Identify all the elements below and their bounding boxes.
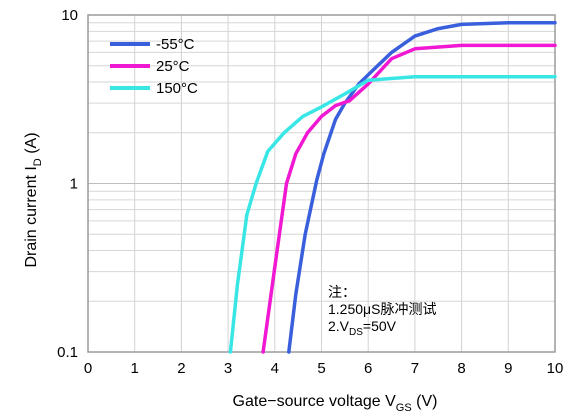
x-tick-label: 3 [224, 360, 232, 377]
note-line-2: 2.VDS=50V [328, 318, 397, 338]
x-tick-label: 7 [411, 360, 419, 377]
x-tick-label: 0 [84, 360, 92, 377]
x-tick-label: 2 [177, 360, 185, 377]
x-tick-label: 10 [547, 360, 564, 377]
y-tick-label: 1 [70, 176, 78, 193]
y-axis-label: Drain current ID (A) [23, 132, 44, 267]
x-tick-label: 9 [504, 360, 512, 377]
y-tick-label: 10 [61, 7, 78, 24]
x-tick-label: 8 [457, 360, 465, 377]
plot-frame [87, 14, 556, 353]
note-line-1: 1.250μS脉冲测试 [328, 301, 437, 317]
tick-labels: 0 1 2 3 4 5 6 7 8 9 10 10 1 0.1 [57, 7, 563, 377]
test-conditions-note: 注： 1.250μS脉冲测试 2.VDS=50V [328, 284, 436, 341]
series-line [228, 75, 557, 354]
grid [88, 15, 555, 352]
y-tick-label: 0.1 [57, 344, 78, 361]
legend: -55°C 25°C 150°C [110, 36, 198, 97]
x-axis-label: Gate−source voltage VGS (V) [233, 393, 438, 414]
x-tick-label: 1 [131, 360, 139, 377]
legend-entry: 150°C [156, 80, 198, 97]
series-line [261, 43, 557, 354]
legend-entry: -55°C [156, 36, 195, 53]
x-tick-label: 4 [271, 360, 279, 377]
x-tick-label: 5 [317, 360, 325, 377]
series-group [228, 20, 557, 354]
legend-entry: 25°C [156, 58, 190, 75]
x-tick-label: 6 [364, 360, 372, 377]
note-title: 注： [328, 284, 356, 300]
